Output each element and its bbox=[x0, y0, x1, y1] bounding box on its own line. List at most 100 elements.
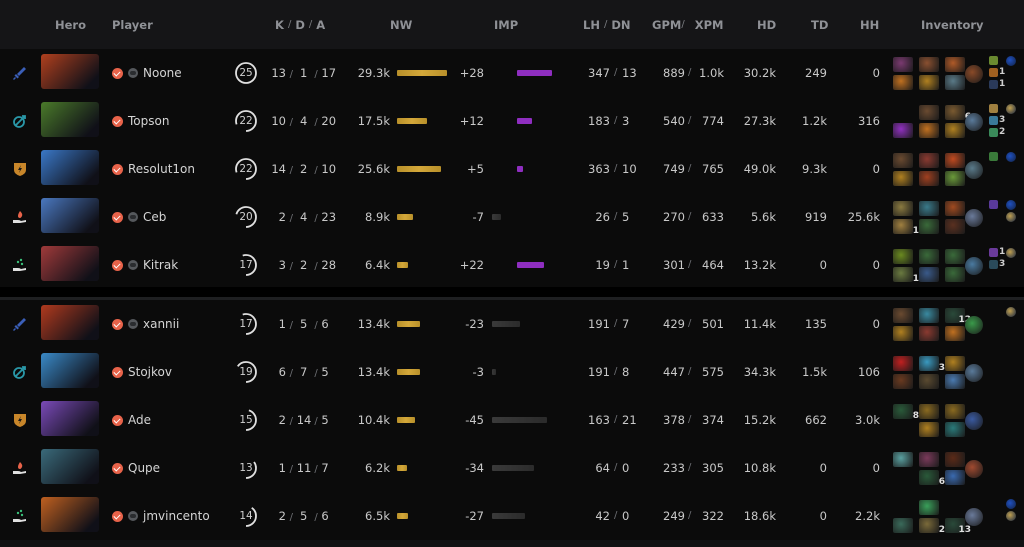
hero-portrait[interactable] bbox=[41, 353, 99, 388]
neutral-item[interactable] bbox=[965, 113, 983, 131]
inventory-item[interactable] bbox=[893, 374, 913, 389]
inventory-item[interactable] bbox=[893, 518, 913, 533]
inventory-item[interactable] bbox=[919, 326, 939, 341]
inventory-item[interactable] bbox=[945, 75, 965, 90]
inventory-item[interactable] bbox=[945, 57, 965, 72]
inventory-item[interactable]: 8 bbox=[893, 404, 919, 421]
neutral-item[interactable] bbox=[965, 161, 983, 179]
inventory-item[interactable] bbox=[945, 219, 965, 234]
inventory-item[interactable]: 6 bbox=[919, 470, 945, 487]
hero-portrait[interactable] bbox=[41, 198, 99, 233]
inventory-item[interactable] bbox=[919, 422, 939, 437]
player-name[interactable]: Topson bbox=[128, 114, 170, 128]
inventory-item[interactable]: 2 bbox=[919, 518, 945, 535]
neutral-item[interactable] bbox=[965, 316, 983, 334]
buff-icon[interactable] bbox=[1006, 499, 1016, 509]
inventory-item[interactable]: 1 bbox=[893, 267, 919, 284]
col-hh[interactable]: HH bbox=[860, 18, 880, 32]
player-name[interactable]: Noone bbox=[143, 66, 182, 80]
inventory-item[interactable] bbox=[893, 308, 913, 323]
inventory-item[interactable] bbox=[919, 105, 939, 120]
inventory-item[interactable] bbox=[945, 422, 965, 437]
neutral-item[interactable] bbox=[965, 508, 983, 526]
col-gpm-xpm[interactable]: GPM/ XPM bbox=[652, 18, 723, 32]
inventory-item[interactable] bbox=[945, 249, 965, 264]
player-row[interactable]: jmvincento 14 2 / 5 / 6 6.5k -27 42 / 0 … bbox=[0, 492, 1024, 540]
inventory-item[interactable] bbox=[919, 452, 939, 467]
inventory-item[interactable]: 6 bbox=[945, 105, 971, 122]
inventory-item[interactable] bbox=[919, 75, 939, 90]
player-name[interactable]: jmvincento bbox=[143, 509, 210, 523]
inventory-item[interactable] bbox=[945, 452, 965, 467]
inventory-item[interactable]: 1 bbox=[893, 219, 919, 236]
inventory-item[interactable]: 3 bbox=[919, 356, 945, 373]
inventory-item[interactable] bbox=[919, 249, 939, 264]
inventory-item[interactable] bbox=[945, 171, 965, 186]
backpack-item[interactable] bbox=[989, 200, 998, 209]
inventory-item[interactable] bbox=[945, 326, 965, 341]
player-name[interactable]: Kitrak bbox=[143, 258, 179, 272]
hero-portrait[interactable] bbox=[41, 497, 99, 532]
inventory-item[interactable] bbox=[893, 57, 913, 72]
col-hd[interactable]: HD bbox=[757, 18, 777, 32]
col-nw[interactable]: NW bbox=[390, 18, 413, 32]
inventory-item[interactable] bbox=[919, 308, 939, 323]
inventory-item[interactable] bbox=[945, 404, 965, 419]
backpack-item[interactable] bbox=[989, 104, 998, 113]
buff-icon[interactable] bbox=[1006, 248, 1016, 258]
player-row[interactable]: xannii 17 1 / 5 / 6 13.4k -23 191 / 7 42… bbox=[0, 300, 1024, 348]
inventory-item[interactable] bbox=[945, 201, 965, 216]
backpack-item[interactable] bbox=[989, 116, 998, 125]
inventory-item[interactable] bbox=[893, 75, 913, 90]
inventory-item[interactable]: 12 bbox=[945, 308, 971, 325]
player-cell[interactable]: Qupe bbox=[112, 444, 160, 492]
player-cell[interactable]: Noone bbox=[112, 49, 182, 97]
hero-portrait[interactable] bbox=[41, 54, 99, 89]
inventory-item[interactable] bbox=[945, 470, 965, 485]
player-cell[interactable]: Resolut1on bbox=[112, 145, 195, 193]
player-row[interactable]: Ade 15 2 / 14 / 5 10.4k -45 163 / 21 378… bbox=[0, 396, 1024, 444]
player-row[interactable]: Stojkov 19 6 / 7 / 5 13.4k -3 191 / 8 44… bbox=[0, 348, 1024, 396]
player-row[interactable]: Ceb 20 2 / 4 / 23 8.9k -7 26 / 5 270 / 6… bbox=[0, 193, 1024, 241]
inventory-item[interactable] bbox=[919, 500, 939, 515]
inventory-item[interactable] bbox=[919, 57, 939, 72]
inventory-item[interactable] bbox=[919, 219, 939, 234]
buff-icon[interactable] bbox=[1006, 307, 1016, 317]
player-cell[interactable]: Kitrak bbox=[112, 241, 178, 289]
inventory-item[interactable] bbox=[893, 249, 913, 264]
player-name[interactable]: Ceb bbox=[143, 210, 167, 224]
hero-portrait[interactable] bbox=[41, 401, 99, 436]
backpack-item[interactable] bbox=[989, 56, 998, 65]
inventory-item[interactable] bbox=[893, 201, 913, 216]
col-hero[interactable]: Hero bbox=[55, 18, 86, 32]
buff-icon[interactable] bbox=[1006, 511, 1016, 521]
hero-portrait[interactable] bbox=[41, 246, 99, 281]
inventory-item[interactable] bbox=[893, 326, 913, 341]
buff-icon[interactable] bbox=[1006, 104, 1016, 114]
backpack-item[interactable] bbox=[989, 80, 998, 89]
neutral-item[interactable] bbox=[965, 460, 983, 478]
inventory-item[interactable] bbox=[945, 123, 965, 138]
backpack-item[interactable] bbox=[989, 128, 998, 137]
inventory-item[interactable] bbox=[945, 356, 965, 371]
player-row[interactable]: Kitrak 17 3 / 2 / 28 6.4k +22 19 / 1 301… bbox=[0, 241, 1024, 289]
inventory-item[interactable] bbox=[893, 171, 913, 186]
neutral-item[interactable] bbox=[965, 412, 983, 430]
inventory-item[interactable] bbox=[919, 404, 939, 419]
buff-icon[interactable] bbox=[1006, 152, 1016, 162]
inventory-item[interactable] bbox=[893, 153, 913, 168]
backpack-item[interactable] bbox=[989, 260, 998, 269]
buff-icon[interactable] bbox=[1006, 212, 1016, 222]
inventory-item[interactable] bbox=[945, 374, 965, 389]
player-cell[interactable]: xannii bbox=[112, 300, 179, 348]
inventory-item[interactable] bbox=[919, 267, 939, 282]
inventory-item[interactable] bbox=[919, 171, 939, 186]
player-cell[interactable]: jmvincento bbox=[112, 492, 210, 540]
backpack-item[interactable] bbox=[989, 68, 998, 77]
player-row[interactable]: Topson 22 10 / 4 / 20 17.5k +12 183 / 3 … bbox=[0, 97, 1024, 145]
neutral-item[interactable] bbox=[965, 65, 983, 83]
player-name[interactable]: Ade bbox=[128, 413, 151, 427]
col-imp[interactable]: IMP bbox=[494, 18, 519, 32]
col-td[interactable]: TD bbox=[811, 18, 829, 32]
player-row[interactable]: Noone 25 13 / 1 / 17 29.3k +28 347 / 13 … bbox=[0, 49, 1024, 97]
